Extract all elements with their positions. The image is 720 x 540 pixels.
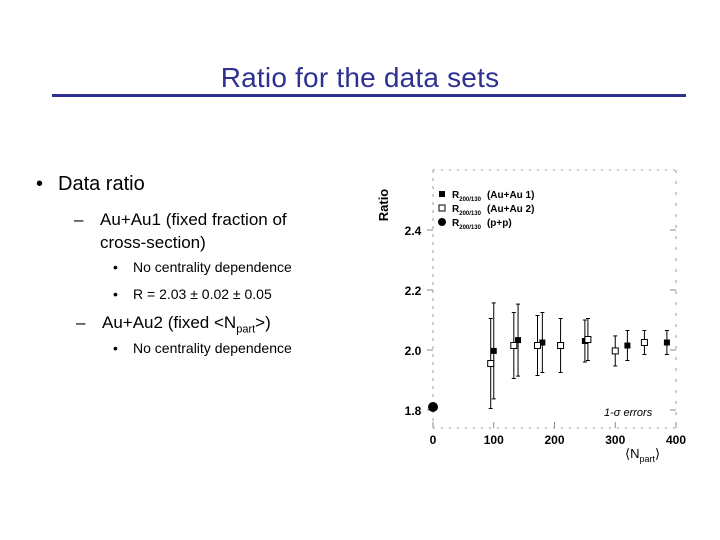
x-tick-label: 0 [430,433,437,447]
data-point [490,347,497,354]
x-axis-label: ⟨Npart⟩ [625,446,660,464]
sub-bullet-line2: cross-section) [100,233,206,252]
item-no-centrality-1: • No centrality dependence [113,259,292,275]
slide-title: Ratio for the data sets [220,62,500,93]
legend-entry: R200/130 (Au+Au 2) [452,204,534,217]
data-point [624,342,631,349]
auau2-subscript: part [236,323,256,336]
y-axis-label: Ratio [376,189,391,222]
auau2-suffix: >) [255,313,271,332]
item-ratio-value: • R = 2.03 ± 0.02 ± 0.05 [113,286,272,302]
auau2-prefix: Au+Au2 (fixed <N [102,313,237,332]
data-point [557,342,565,349]
item-text: No centrality dependence [133,259,292,275]
y-tick-label: 2.4 [405,224,422,238]
item-no-centrality-2: • No centrality dependence [113,340,292,356]
x-tick-label: 200 [544,433,564,447]
data-point [510,342,518,349]
item-text: R = 2.03 ± 0.02 ± 0.05 [133,286,272,302]
x-tick-label: 400 [666,433,686,447]
dash-glyph: – [74,210,84,229]
data-point [487,360,495,367]
data-point [584,336,592,343]
y-tick-label: 2.2 [405,284,422,298]
data-point [533,342,541,349]
bullet-data-ratio: • Data ratio [36,173,145,196]
y-tick-label: 2.0 [405,344,422,358]
legend-entry: R200/130 (Au+Au 1) [452,190,534,203]
data-point [640,339,648,346]
sub-bullet-auau1: – Au+Au1 (fixed fraction of cross-sectio… [74,208,346,254]
bullet-glyph: • [36,173,44,195]
data-point [611,347,619,355]
legend-marker [439,191,445,197]
item-text: No centrality dependence [133,340,292,356]
bullet-glyph: • [113,286,118,302]
legend-marker [438,204,446,212]
legend-marker [438,218,446,226]
x-tick-label: 300 [605,433,625,447]
sub-bullet-line1: Au+Au1 (fixed fraction of [100,210,287,229]
bullet-text: Data ratio [58,173,145,195]
sub-bullet-auau2: – Au+Au2 (fixed <Npart>) [76,313,271,335]
x-tick-label: 100 [484,433,504,447]
errors-annotation: 1-σ errors [604,407,653,419]
y-tick-label: 1.8 [405,404,422,418]
bullet-glyph: • [113,259,118,275]
bullet-glyph: • [113,340,118,356]
data-point [663,339,670,346]
dash-glyph: – [76,313,86,332]
data-point [539,339,546,346]
data-point [515,337,522,344]
title-underline [52,94,686,97]
legend-entry: R200/130 (p+p) [452,218,512,231]
data-point [428,402,438,412]
